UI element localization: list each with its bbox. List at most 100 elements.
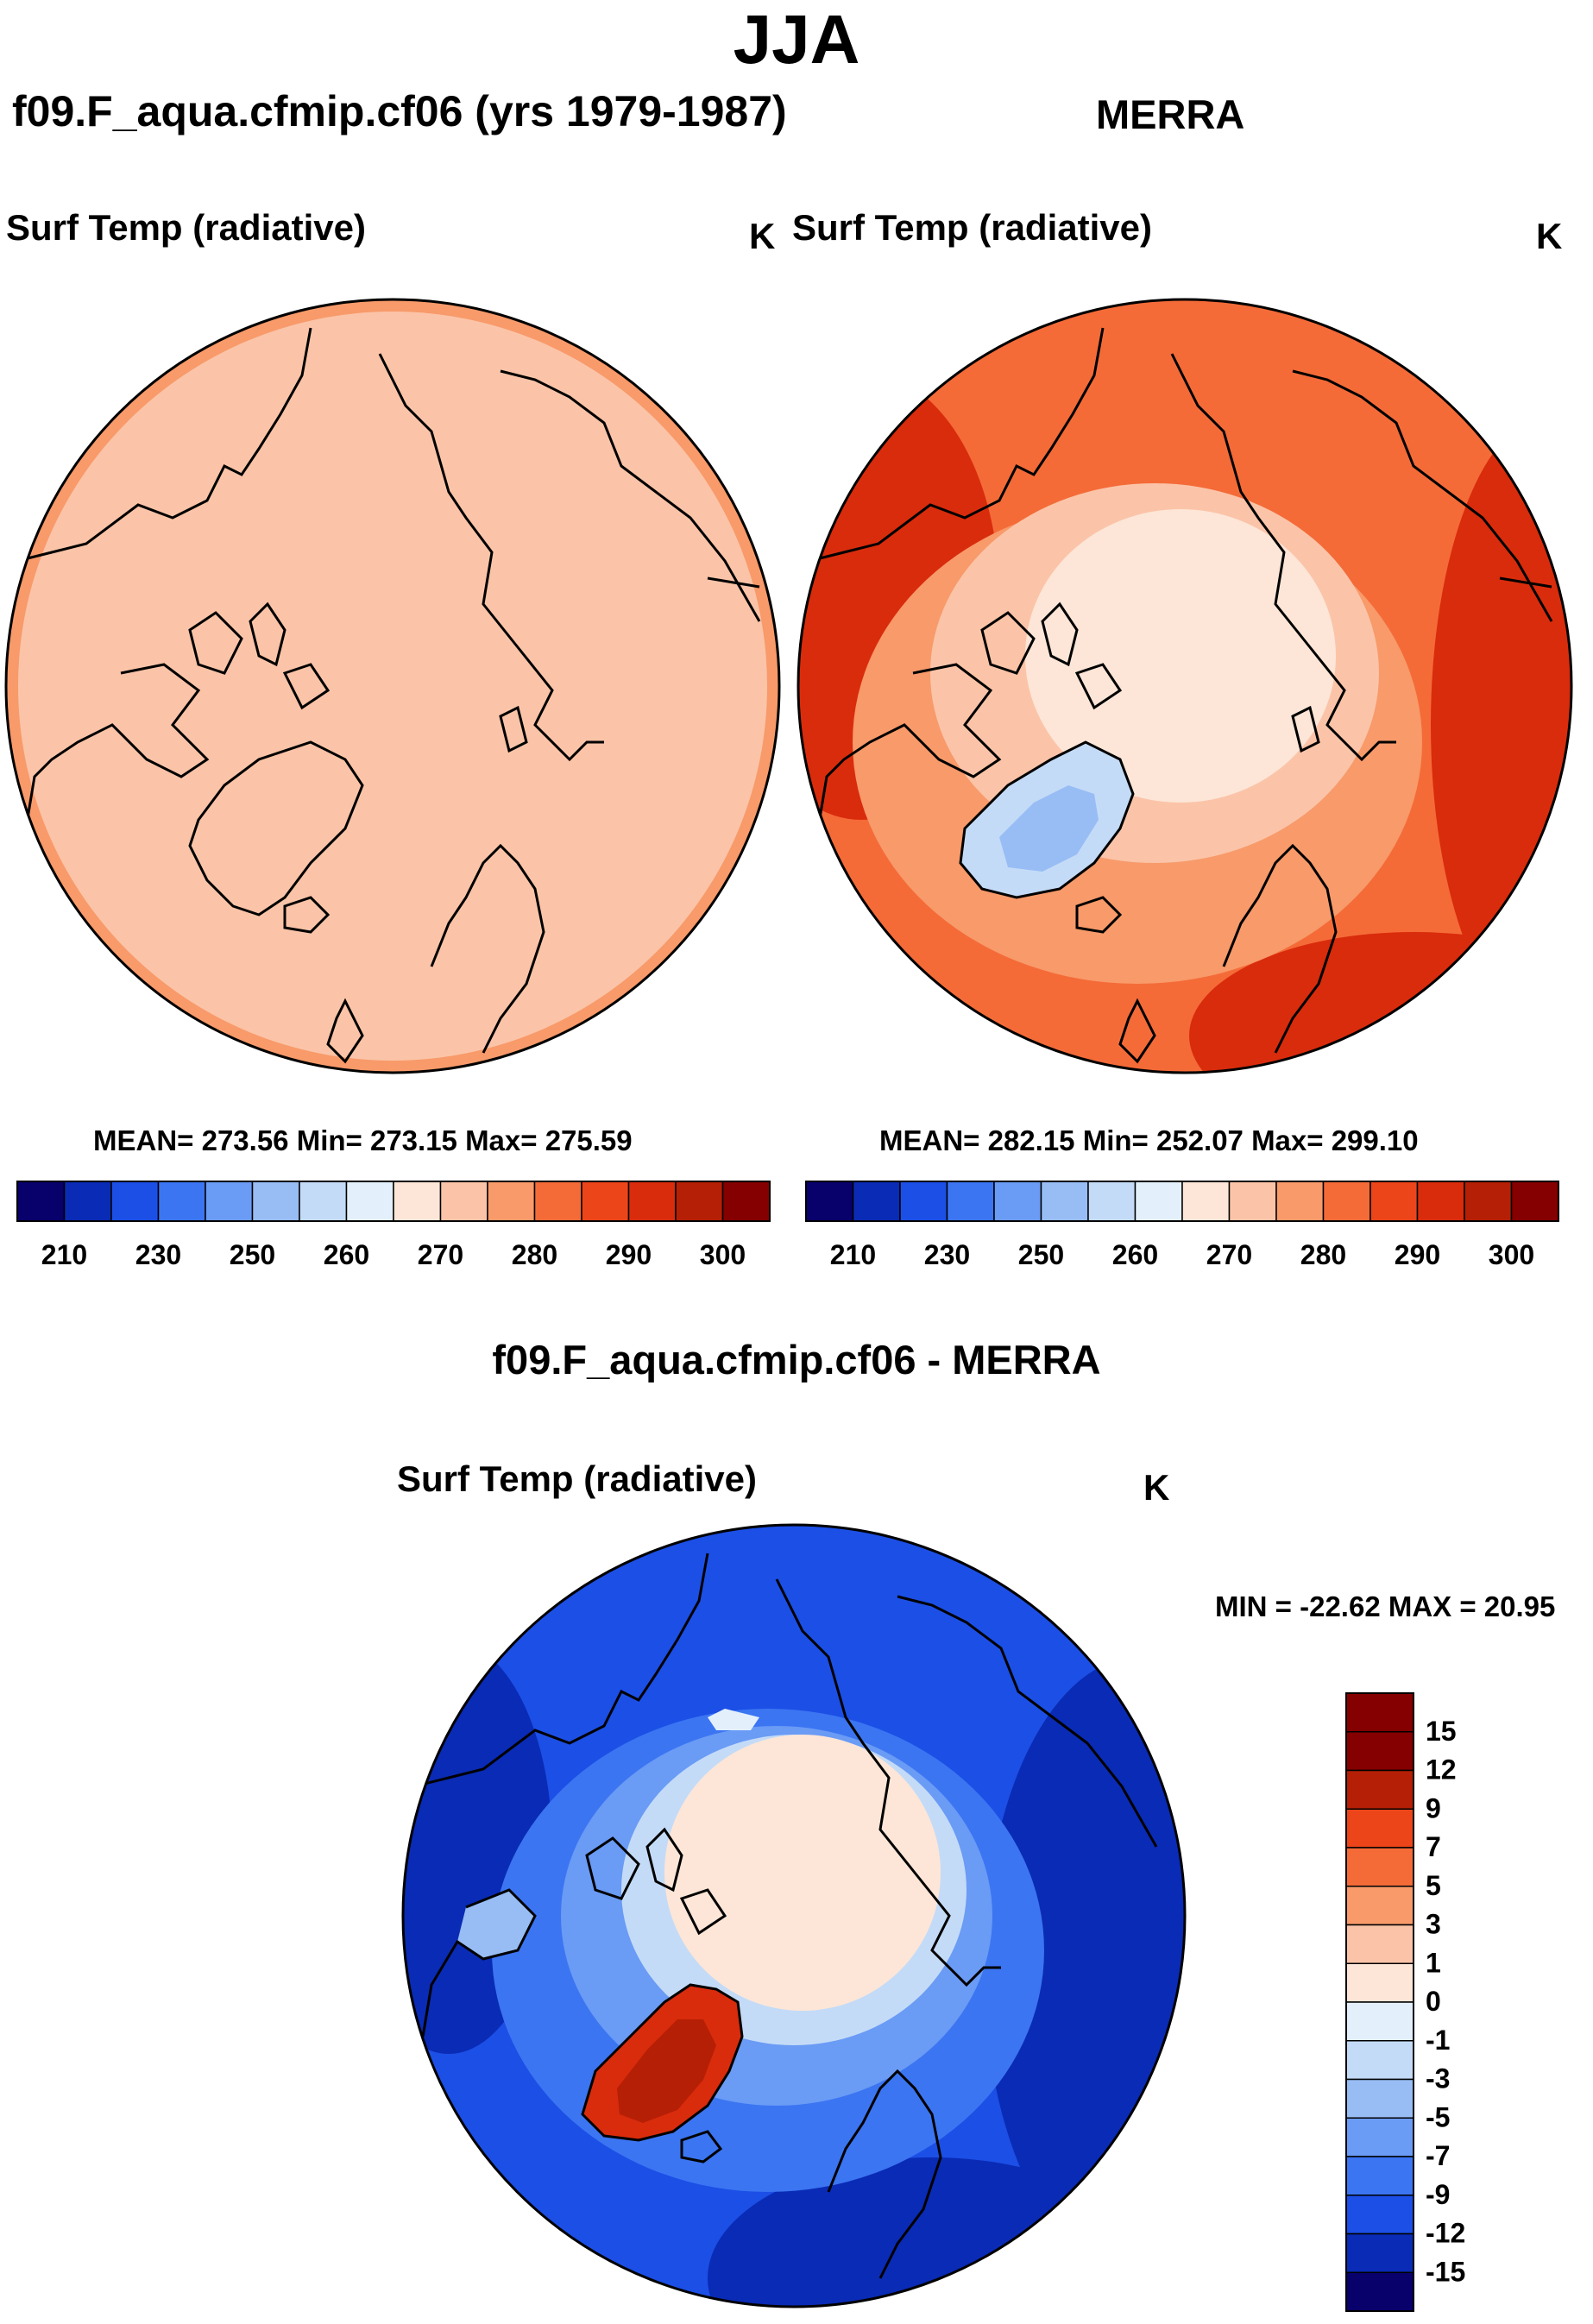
- right-colorbar-tick-label: 290: [1395, 1239, 1440, 1270]
- left-colorbar-box: [439, 1181, 488, 1222]
- right-colorbar-box: [1464, 1181, 1513, 1222]
- difference-colorbar-tick-label: 0: [1426, 1986, 1441, 2017]
- difference-colorbar-tick-label: -12: [1426, 2218, 1465, 2249]
- right-coastlines: [809, 327, 1553, 1064]
- difference-colorbar-box: [1345, 2156, 1414, 2196]
- difference-colorbar-tick-label: -7: [1426, 2140, 1450, 2171]
- right-colorbar-frame: [805, 1181, 1559, 1222]
- difference-colorbar-box: [1345, 1886, 1414, 1926]
- right-panel-case-title: MERRA: [1096, 91, 1245, 137]
- difference-colorbar-box: [1345, 1924, 1414, 1964]
- left-map-field: [18, 312, 767, 1061]
- difference-colorbar-tick-label: -9: [1426, 2179, 1450, 2210]
- left-colorbar: 210 230 250 260 270 280 290 300: [16, 1181, 771, 1270]
- right-colorbar-box: [1416, 1181, 1465, 1222]
- left-colorbar-box: [581, 1181, 630, 1222]
- left-panel-unit-label: K: [749, 216, 776, 256]
- right-colorbar-box: [946, 1181, 995, 1222]
- right-colorbar-box: [1510, 1181, 1559, 1222]
- left-colorbar-tick-label: 210: [41, 1239, 87, 1270]
- difference-colorbar-tick-label: 5: [1426, 1870, 1441, 1901]
- left-colorbar-tick-label: 230: [135, 1239, 181, 1270]
- left-panel-stats: MEAN= 273.56 Min= 273.15 Max= 275.59: [93, 1124, 633, 1156]
- difference-colorbar-tick-label: 7: [1426, 1831, 1441, 1862]
- right-colorbar-box: [899, 1181, 948, 1222]
- difference-colorbar-tick-label: -15: [1426, 2256, 1465, 2287]
- right-panel-stats: MEAN= 282.15 Min= 252.07 Max= 299.10: [879, 1124, 1419, 1156]
- difference-colorbar-box: [1345, 2233, 1414, 2273]
- difference-map-field: [403, 1525, 1185, 2307]
- left-colorbar-box: [345, 1181, 394, 1222]
- left-colorbar-box: [157, 1181, 206, 1222]
- difference-polar-map: [401, 1523, 1187, 2308]
- right-panel-variable-label: Surf Temp (radiative): [792, 207, 1152, 248]
- right-colorbar-tick-label: 210: [830, 1239, 876, 1270]
- right-colorbar-box: [993, 1181, 1042, 1222]
- left-colorbar-tick-label: 280: [512, 1239, 557, 1270]
- right-colorbar-box: [1322, 1181, 1371, 1222]
- left-colorbar-tick-label: 260: [324, 1239, 369, 1270]
- right-colorbar: 210 230 250 260 270 280 290 300: [805, 1181, 1559, 1270]
- right-colorbar-box: [1087, 1181, 1137, 1222]
- difference-colorbar-box: [1345, 1847, 1414, 1887]
- difference-colorbar-box: [1345, 1769, 1414, 1810]
- right-colorbar-box: [1369, 1181, 1419, 1222]
- difference-colorbar-tick-label: 1: [1426, 1947, 1441, 1978]
- difference-colorbar-box: [1345, 1692, 1414, 1733]
- left-colorbar-box: [251, 1181, 300, 1222]
- difference-panel-case-title: f09.F_aqua.cfmip.cf06 - MERRA: [492, 1337, 1101, 1382]
- difference-colorbar-box: [1345, 2195, 1414, 2235]
- left-colorbar-box: [205, 1181, 254, 1222]
- left-panel-variable-label: Surf Temp (radiative): [6, 207, 366, 248]
- right-colorbar-box: [852, 1181, 901, 1222]
- right-colorbar-tick-label: 230: [924, 1239, 970, 1270]
- difference-colorbar: 15 12 9 7 5 3 1 0 -1 -3 -5 -7 -9 -12 -15: [1345, 1692, 1465, 2312]
- right-colorbar-box: [1181, 1181, 1231, 1222]
- right-map-field: [798, 299, 1571, 1073]
- difference-colorbar-box: [1345, 2078, 1414, 2119]
- difference-panel-variable-label: Surf Temp (radiative): [397, 1458, 757, 1499]
- left-colorbar-box: [487, 1181, 536, 1222]
- right-colorbar-box: [1134, 1181, 1183, 1222]
- left-colorbar-box: [299, 1181, 348, 1222]
- difference-colorbar-tick-label: 9: [1426, 1792, 1441, 1823]
- difference-colorbar-tick-label: 3: [1426, 1909, 1441, 1940]
- left-colorbar-tick-label: 300: [700, 1239, 746, 1270]
- left-colorbar-box: [675, 1181, 724, 1222]
- left-colorbar-box: [16, 1181, 66, 1222]
- difference-panel-range: MIN = -22.62 MAX = 20.95: [1215, 1590, 1556, 1622]
- difference-colorbar-box: [1345, 1731, 1414, 1772]
- left-colorbar-box: [533, 1181, 582, 1222]
- difference-colorbar-tick-label: -3: [1426, 2063, 1450, 2094]
- right-panel-unit-label: K: [1536, 216, 1563, 256]
- difference-colorbar-box: [1345, 1808, 1414, 1848]
- difference-map-border: [401, 1523, 1187, 2308]
- difference-colorbar-box: [1345, 2040, 1414, 2081]
- right-colorbar-tick-label: 250: [1018, 1239, 1064, 1270]
- difference-colorbar-tick-label: -5: [1426, 2101, 1450, 2132]
- right-colorbar-box: [805, 1181, 854, 1222]
- difference-colorbar-box: [1345, 2271, 1414, 2312]
- difference-colorbar-frame: [1345, 1692, 1414, 2312]
- right-polar-map: [796, 298, 1573, 1074]
- left-colorbar-box: [63, 1181, 112, 1222]
- difference-colorbar-tick-label: 15: [1426, 1716, 1457, 1747]
- left-panel-case-title: f09.F_aqua.cfmip.cf06 (yrs 1979-1987): [12, 87, 787, 135]
- left-colorbar-box: [721, 1181, 771, 1222]
- right-colorbar-tick-label: 260: [1112, 1239, 1158, 1270]
- right-colorbar-box: [1228, 1181, 1277, 1222]
- difference-colorbar-box: [1345, 2001, 1414, 2042]
- right-colorbar-tick-label: 270: [1206, 1239, 1252, 1270]
- right-colorbar-box: [1275, 1181, 1325, 1222]
- right-colorbar-tick-label: 300: [1489, 1239, 1534, 1270]
- left-colorbar-tick-label: 250: [230, 1239, 275, 1270]
- left-colorbar-tick-label: 290: [606, 1239, 652, 1270]
- difference-colorbar-tick-label: -1: [1426, 2025, 1450, 2056]
- right-map-border: [796, 298, 1573, 1074]
- left-colorbar-box: [393, 1181, 442, 1222]
- difference-panel-unit-label: K: [1143, 1467, 1170, 1508]
- right-colorbar-box: [1040, 1181, 1089, 1222]
- right-colorbar-tick-label: 280: [1300, 1239, 1346, 1270]
- difference-coastlines: [413, 1552, 1158, 2279]
- difference-colorbar-tick-label: 12: [1426, 1754, 1457, 1786]
